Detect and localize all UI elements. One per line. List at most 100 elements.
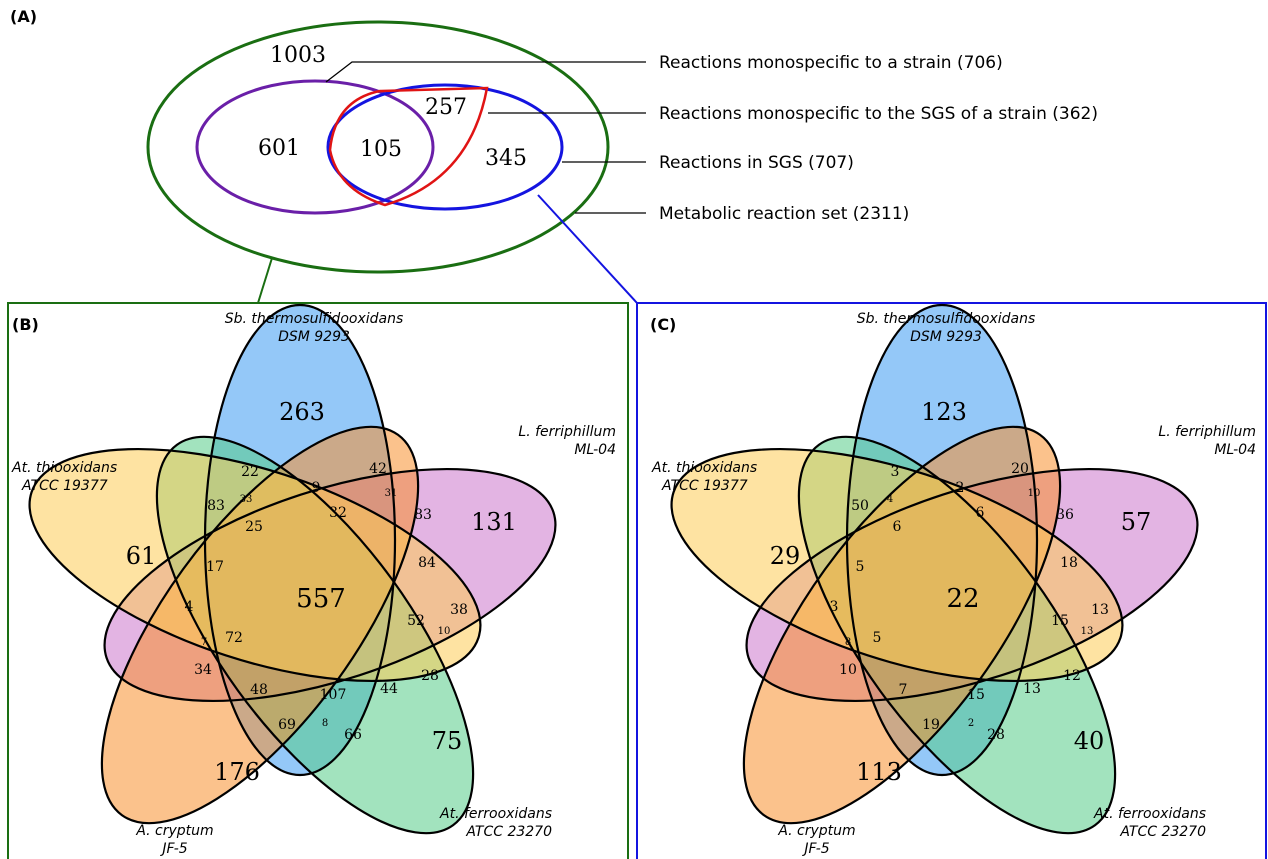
monospecific-sgs-region [328, 86, 489, 207]
panel-c: (C) Sb. thermosulfidooxidans DSM 9293 L.… [636, 302, 1267, 859]
species-at-strain: ATCC 19377 [661, 478, 748, 494]
species-sb-name: Sb. thermosulfidooxidans [225, 311, 404, 327]
panel-c-label: (C) [650, 315, 676, 334]
count-region: 4 [887, 494, 893, 505]
label-monospecific: Reactions monospecific to a strain (706) [659, 53, 1003, 73]
count-region: 7 [201, 637, 207, 648]
count-region: 28 [987, 727, 1005, 743]
count-region: 20 [1011, 461, 1029, 477]
sgs-ellipse [326, 83, 564, 211]
count-region: 13 [1091, 602, 1109, 618]
count-region: 6 [976, 505, 985, 521]
species-lf-name: L. ferriphillum [518, 424, 616, 440]
species-at-strain: ATCC 19377 [21, 478, 108, 494]
species-lf-name: L. ferriphillum [1158, 424, 1256, 440]
count-region: 15 [1051, 613, 1069, 629]
count-region: 6 [893, 519, 902, 535]
species-af-strain: ATCC 23270 [465, 824, 552, 840]
count-region: 17 [206, 559, 224, 575]
count-region: 50 [851, 498, 869, 514]
connector-to-b [257, 257, 273, 304]
left-count: 601 [258, 136, 300, 161]
count-region: 13 [1081, 626, 1094, 637]
label-metabolic: Metabolic reaction set (2311) [659, 204, 909, 224]
count-region: 36 [1056, 507, 1074, 523]
count-region: 34 [194, 662, 212, 678]
species-sb-strain: DSM 9293 [910, 329, 982, 345]
count-region: 10 [1028, 488, 1041, 499]
label-sgs: Reactions in SGS (707) [659, 153, 854, 173]
count-region: 25 [245, 519, 263, 535]
red-count: 257 [425, 95, 467, 120]
count-at-only: 29 [770, 542, 801, 570]
count-region: 5 [856, 559, 865, 575]
outer-count: 1003 [270, 43, 326, 68]
count-region: 3 [830, 599, 839, 615]
count-region: 5 [873, 630, 882, 646]
count-region: 48 [250, 682, 268, 698]
count-region: 8 [845, 637, 851, 648]
panel-b-frame [7, 302, 629, 859]
connector-to-c [537, 194, 638, 304]
panel-a: (A) 1003 601 105 257 345 Reactions monos… [10, 7, 1098, 304]
count-region: 28 [421, 668, 439, 684]
count-region: 84 [418, 555, 436, 571]
species-at-name: At. thiooxidans [11, 460, 117, 476]
panel-b-label: (B) [12, 315, 39, 334]
venn-b-counts: 263 131 75 176 61 557 22 42 9 33 83 31 8… [126, 398, 517, 786]
count-center: 22 [946, 584, 979, 614]
count-region: 33 [240, 494, 253, 505]
species-sb-name: Sb. thermosulfidooxidans [857, 311, 1036, 327]
species-ac-strain: JF-5 [159, 841, 187, 857]
count-region: 52 [407, 613, 425, 629]
count-region: 107 [320, 687, 347, 703]
monospecific-ellipse [195, 79, 435, 215]
count-region: 15 [967, 687, 985, 703]
leader-line-monospecific [325, 61, 646, 83]
count-sb-only: 263 [279, 398, 325, 426]
species-ac-name: A. cryptum [135, 823, 213, 839]
count-sb-only: 123 [921, 398, 967, 426]
count-region: 72 [225, 630, 243, 646]
count-region: 13 [1023, 681, 1041, 697]
count-ac-only: 113 [856, 758, 902, 786]
count-center: 557 [296, 584, 346, 614]
label-monospecific-sgs: Reactions monospecific to the SGS of a s… [659, 104, 1098, 124]
count-af-only: 40 [1074, 727, 1105, 755]
count-region: 7 [899, 682, 908, 698]
count-region: 2 [968, 718, 974, 729]
count-region: 66 [344, 727, 362, 743]
species-ac-strain: JF-5 [801, 841, 829, 857]
count-region: 9 [312, 480, 321, 496]
count-region: 2 [956, 480, 965, 496]
species-ac-name: A. cryptum [777, 823, 855, 839]
count-region: 19 [922, 717, 940, 733]
species-lf-strain: ML-04 [1214, 442, 1256, 458]
species-lf-strain: ML-04 [574, 442, 616, 458]
panel-a-label: (A) [10, 7, 37, 26]
count-region: 10 [438, 626, 451, 637]
count-region: 83 [207, 498, 225, 514]
species-af-name: At. ferrooxidans [439, 806, 552, 822]
species-af-strain: ATCC 23270 [1119, 824, 1206, 840]
right-count: 345 [485, 146, 527, 171]
count-region: 18 [1060, 555, 1078, 571]
count-region: 44 [380, 681, 398, 697]
count-af-only: 75 [432, 727, 463, 755]
panel-b: (B) Sb. thermosulfidooxidans DSM 9293 L.… [2, 302, 629, 859]
count-region: 8 [322, 718, 328, 729]
species-at-name: At. thiooxidans [651, 460, 757, 476]
count-region: 31 [385, 488, 398, 499]
venn-c-counts: 123 57 40 113 29 22 3 20 2 4 50 10 36 6 … [770, 398, 1152, 786]
species-af-name: At. ferrooxidans [1093, 806, 1206, 822]
count-at-only: 61 [126, 542, 157, 570]
venn-c-shapes [644, 303, 1225, 859]
count-lf-only: 57 [1121, 508, 1152, 536]
count-lf-only: 131 [471, 508, 517, 536]
count-region: 42 [369, 461, 387, 477]
count-region: 69 [278, 717, 296, 733]
count-region: 10 [839, 662, 857, 678]
panel-c-frame [636, 302, 1267, 859]
count-region: 12 [1063, 668, 1081, 684]
